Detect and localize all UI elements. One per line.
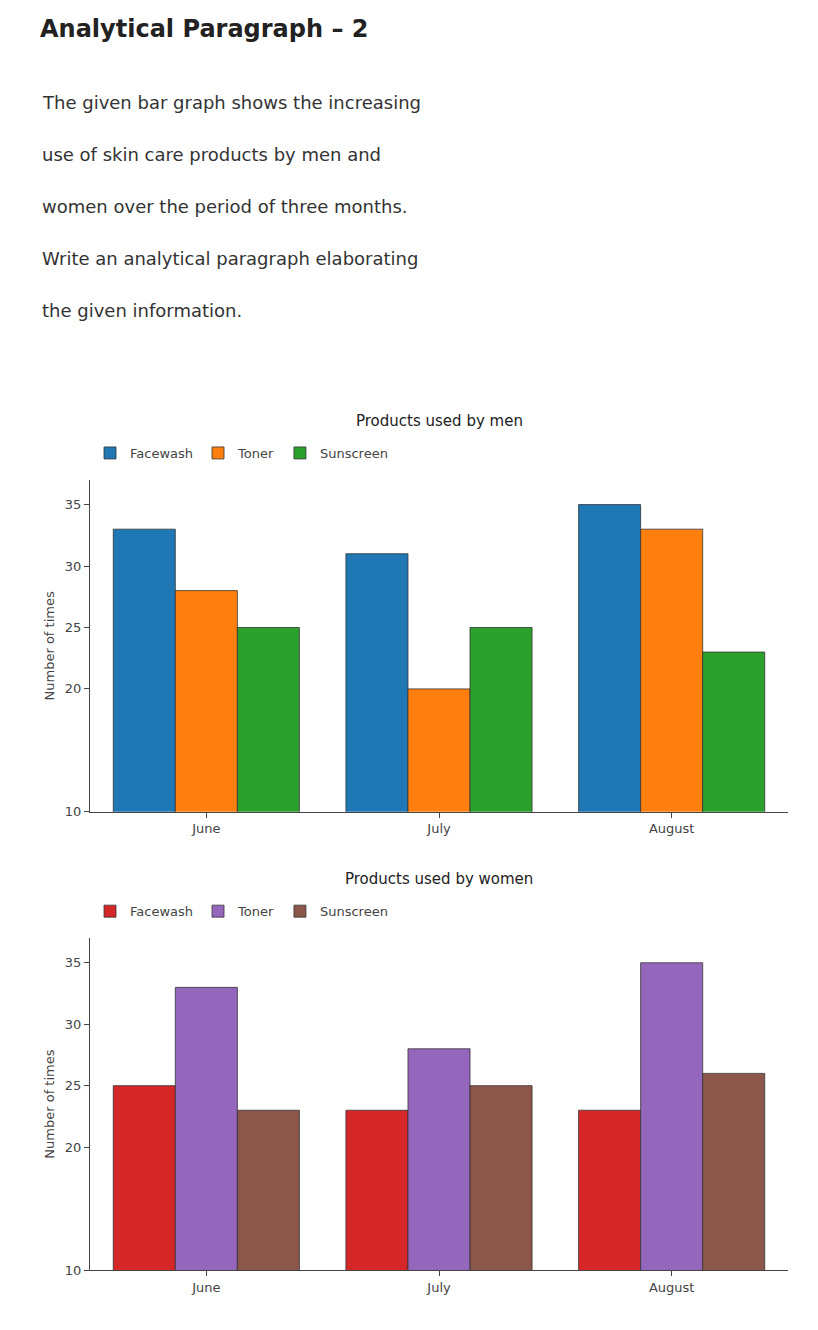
svg-text:July: July — [426, 1280, 451, 1295]
svg-text:Analytical Paragraph – 2: Analytical Paragraph – 2 — [40, 15, 369, 43]
svg-text:Toner: Toner — [237, 904, 274, 919]
svg-text:30: 30 — [65, 559, 82, 574]
svg-text:Toner: Toner — [237, 446, 274, 461]
svg-text:10: 10 — [65, 804, 82, 819]
svg-text:Facewash: Facewash — [130, 446, 193, 461]
svg-text:The given bar graph shows the: The given bar graph shows the increasing — [42, 92, 421, 113]
svg-text:Products used by women: Products used by women — [345, 870, 533, 888]
svg-text:35: 35 — [65, 497, 82, 512]
svg-text:Write an analytical paragraph: Write an analytical paragraph elaboratin… — [42, 248, 418, 269]
svg-text:Number of times: Number of times — [42, 1049, 57, 1158]
svg-text:August: August — [649, 821, 695, 836]
svg-text:the given information.: the given information. — [42, 300, 242, 321]
svg-text:July: July — [426, 821, 451, 836]
svg-text:June: June — [191, 1280, 220, 1295]
svg-text:Sunscreen: Sunscreen — [320, 446, 388, 461]
svg-text:Products used by men: Products used by men — [356, 412, 523, 430]
svg-text:25: 25 — [65, 1078, 82, 1093]
svg-text:30: 30 — [65, 1017, 82, 1032]
svg-text:Facewash: Facewash — [130, 904, 193, 919]
svg-text:August: August — [649, 1280, 695, 1295]
svg-text:25: 25 — [65, 620, 82, 635]
svg-text:women over the period of three: women over the period of three months. — [42, 196, 408, 217]
svg-text:20: 20 — [65, 681, 82, 696]
svg-text:June: June — [191, 821, 220, 836]
svg-text:Number of times: Number of times — [42, 591, 57, 700]
svg-text:35: 35 — [65, 955, 82, 970]
svg-text:10: 10 — [65, 1263, 82, 1278]
svg-text:Sunscreen: Sunscreen — [320, 904, 388, 919]
svg-text:20: 20 — [65, 1140, 82, 1155]
svg-text:use of skin care products by m: use of skin care products by men and — [42, 144, 381, 165]
